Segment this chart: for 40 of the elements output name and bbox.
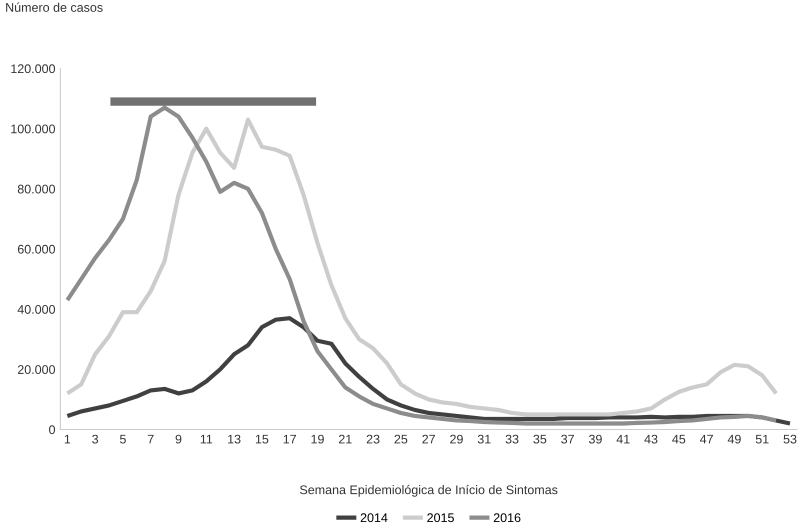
x-axis-title: Semana Epidemiológica de Início de Sintomas bbox=[300, 484, 558, 497]
x-tick-label: 49 bbox=[728, 434, 741, 444]
x-tick-label: 13 bbox=[228, 434, 240, 444]
x-tick-label: 29 bbox=[450, 434, 463, 444]
x-tick-label: 53 bbox=[784, 434, 796, 444]
x-tick-label: 37 bbox=[561, 434, 574, 444]
legend-label: 2016 bbox=[494, 513, 520, 522]
x-tick-label: 31 bbox=[478, 434, 491, 444]
x-tick-label: 21 bbox=[338, 434, 352, 444]
line-series bbox=[65, 316, 792, 426]
x-tick-label: 11 bbox=[200, 434, 212, 444]
y-tick-label: 120.000 bbox=[11, 64, 56, 74]
x-tick-label: 41 bbox=[616, 434, 630, 444]
x-tick-label: 5 bbox=[120, 434, 126, 444]
x-tick-label: 9 bbox=[176, 434, 182, 444]
legend-label: 2014 bbox=[360, 513, 388, 522]
x-tick-label: 3 bbox=[92, 434, 98, 444]
y-tick-label: 100.000 bbox=[11, 124, 56, 134]
x-tick-label: 25 bbox=[394, 434, 408, 444]
y-tick-label: 60.000 bbox=[18, 244, 56, 254]
x-tick-label: 51 bbox=[756, 434, 769, 444]
y-tick-label: 0 bbox=[49, 425, 56, 434]
x-tick-label: 19 bbox=[311, 434, 324, 444]
x-tick-label: 43 bbox=[644, 434, 658, 444]
x-tick-label: 35 bbox=[533, 434, 546, 444]
x-tick-label: 45 bbox=[672, 434, 686, 444]
y-tick-label: 40.000 bbox=[18, 304, 56, 314]
x-tick-label: 27 bbox=[422, 434, 435, 444]
x-tick-label: 1 bbox=[64, 434, 70, 444]
x-tick-label: 15 bbox=[256, 434, 268, 444]
x-tick-label: 39 bbox=[588, 434, 602, 444]
x-tick-label: 33 bbox=[506, 434, 518, 444]
x-tick-label: 17 bbox=[284, 434, 296, 444]
y-tick-label: 80.000 bbox=[18, 184, 56, 194]
x-tick-label: 23 bbox=[366, 434, 380, 444]
x-tick-label: 7 bbox=[148, 434, 154, 444]
y-tick-label: 20.000 bbox=[18, 365, 56, 374]
x-tick-label: 47 bbox=[700, 434, 713, 444]
legend-label: 2015 bbox=[427, 513, 454, 522]
y-axis-title: Número de casos bbox=[6, 2, 103, 12]
